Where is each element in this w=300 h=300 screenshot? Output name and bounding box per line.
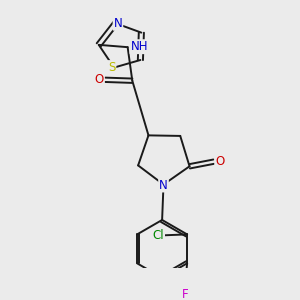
Text: N: N — [114, 17, 122, 30]
Text: O: O — [94, 73, 104, 86]
Text: NH: NH — [130, 40, 148, 53]
Text: N: N — [159, 178, 168, 191]
Text: F: F — [182, 288, 188, 300]
Text: O: O — [215, 155, 224, 168]
Text: S: S — [108, 61, 116, 74]
Text: Cl: Cl — [152, 229, 164, 242]
